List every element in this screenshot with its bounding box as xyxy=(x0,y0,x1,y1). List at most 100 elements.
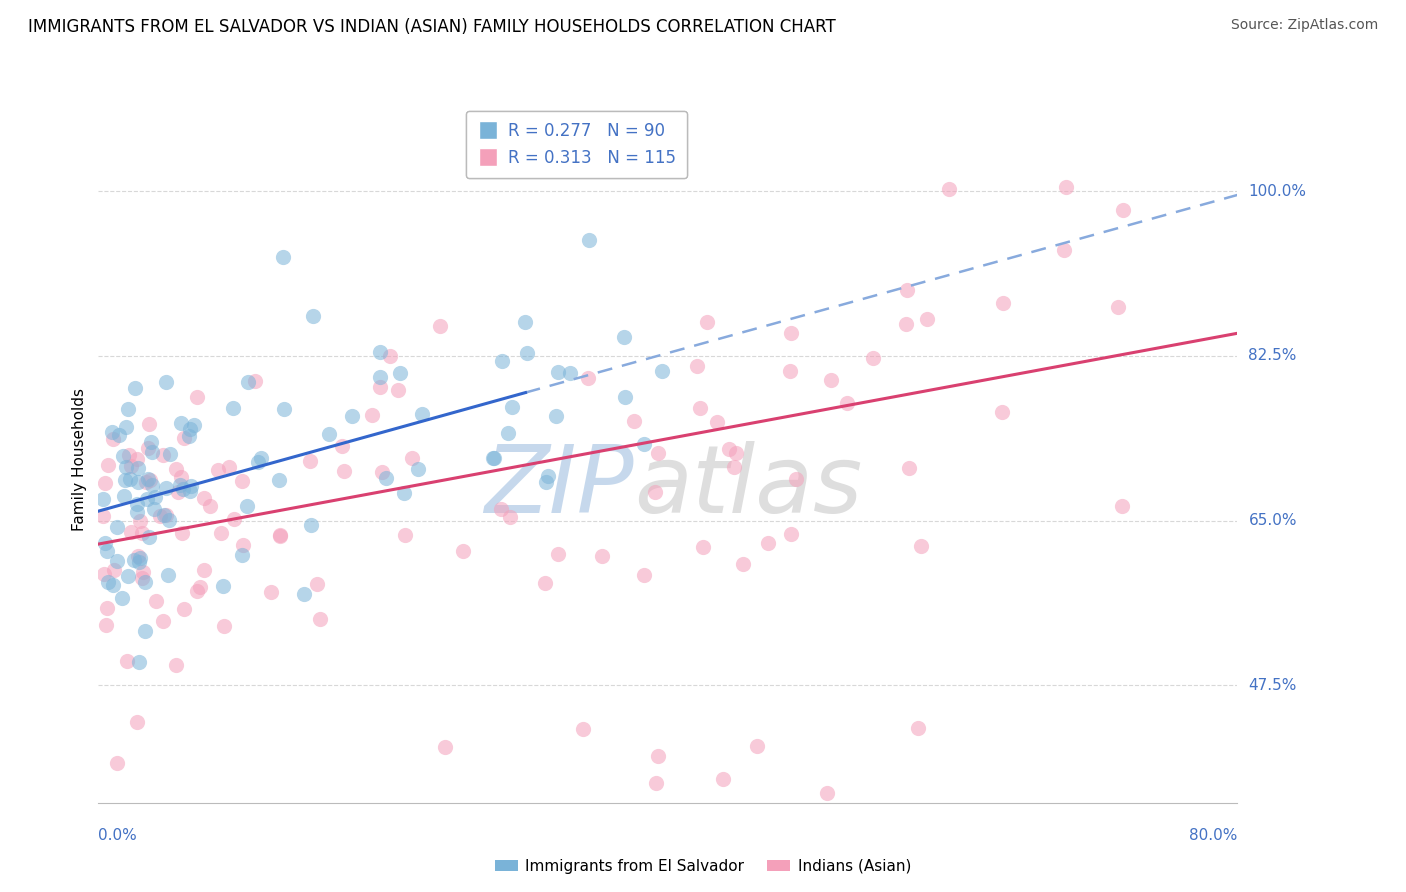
Point xyxy=(94,536,117,550)
Point xyxy=(101,432,124,446)
Point xyxy=(136,472,159,486)
Point xyxy=(731,558,754,572)
Point xyxy=(112,489,135,503)
Point xyxy=(114,473,136,487)
Point xyxy=(515,316,537,330)
Point xyxy=(692,540,714,554)
Point xyxy=(193,563,215,577)
Point xyxy=(368,370,391,384)
Point xyxy=(138,530,160,544)
Point xyxy=(368,380,391,394)
Point xyxy=(172,482,194,496)
Point xyxy=(482,451,505,466)
Point xyxy=(1056,179,1078,194)
Point xyxy=(212,579,235,593)
Point xyxy=(780,326,803,341)
Point xyxy=(547,365,569,379)
Point xyxy=(153,508,176,522)
Point xyxy=(406,462,429,476)
Point xyxy=(179,422,201,436)
Point xyxy=(94,475,117,490)
Point xyxy=(120,525,142,540)
Point xyxy=(907,721,929,735)
Point xyxy=(249,451,271,466)
Point xyxy=(135,475,157,489)
Text: 82.5%: 82.5% xyxy=(1249,349,1296,363)
Point xyxy=(131,526,153,541)
Point xyxy=(633,437,655,451)
Point xyxy=(292,587,315,601)
Point xyxy=(111,591,134,605)
Point xyxy=(910,539,932,553)
Point xyxy=(105,519,128,533)
Point xyxy=(96,544,118,558)
Point xyxy=(105,554,128,568)
Point xyxy=(299,454,322,468)
Point xyxy=(165,462,187,476)
Point xyxy=(232,538,254,552)
Point xyxy=(193,491,215,505)
Point xyxy=(97,574,120,589)
Point xyxy=(135,491,157,506)
Point xyxy=(91,509,114,524)
Point xyxy=(138,417,160,431)
Point xyxy=(515,346,537,360)
Point xyxy=(269,528,291,542)
Point xyxy=(613,391,636,405)
Point xyxy=(333,464,356,478)
Point xyxy=(165,657,187,672)
Point xyxy=(115,654,138,668)
Point xyxy=(134,574,156,589)
Point xyxy=(152,448,174,462)
Point xyxy=(299,518,322,533)
Text: atlas: atlas xyxy=(634,442,862,533)
Point xyxy=(318,426,340,441)
Point xyxy=(141,445,163,459)
Point xyxy=(96,600,118,615)
Text: IMMIGRANTS FROM EL SALVADOR VS INDIAN (ASIAN) FAMILY HOUSEHOLDS CORRELATION CHAR: IMMIGRANTS FROM EL SALVADOR VS INDIAN (A… xyxy=(28,18,837,36)
Point xyxy=(534,575,557,590)
Point xyxy=(897,461,920,475)
Point xyxy=(127,549,149,563)
Point xyxy=(779,364,801,378)
Point xyxy=(938,182,960,196)
Point xyxy=(180,478,202,492)
Point xyxy=(451,543,474,558)
Point xyxy=(120,472,142,486)
Point xyxy=(915,312,938,326)
Point xyxy=(108,427,131,442)
Point xyxy=(330,440,353,454)
Point xyxy=(170,470,193,484)
Point xyxy=(212,618,235,632)
Point xyxy=(1112,202,1135,217)
Point xyxy=(835,396,858,410)
Point xyxy=(496,426,519,441)
Text: 0.0%: 0.0% xyxy=(98,828,138,843)
Point xyxy=(993,296,1015,310)
Point xyxy=(685,359,707,374)
Point xyxy=(651,364,673,378)
Point xyxy=(169,478,191,492)
Point xyxy=(780,527,803,541)
Point xyxy=(547,547,569,561)
Point xyxy=(534,475,557,489)
Point xyxy=(127,461,149,475)
Point xyxy=(267,473,290,487)
Point xyxy=(689,401,711,415)
Point xyxy=(260,585,283,599)
Point xyxy=(118,448,141,462)
Point xyxy=(157,513,180,527)
Point xyxy=(578,233,600,247)
Point xyxy=(368,345,391,359)
Point xyxy=(127,714,149,729)
Point xyxy=(269,529,291,543)
Point xyxy=(243,374,266,388)
Point xyxy=(128,655,150,669)
Point xyxy=(145,593,167,607)
Point xyxy=(145,491,167,505)
Point xyxy=(149,508,172,523)
Point xyxy=(186,390,208,404)
Point xyxy=(696,315,718,329)
Point xyxy=(307,577,329,591)
Point xyxy=(183,418,205,433)
